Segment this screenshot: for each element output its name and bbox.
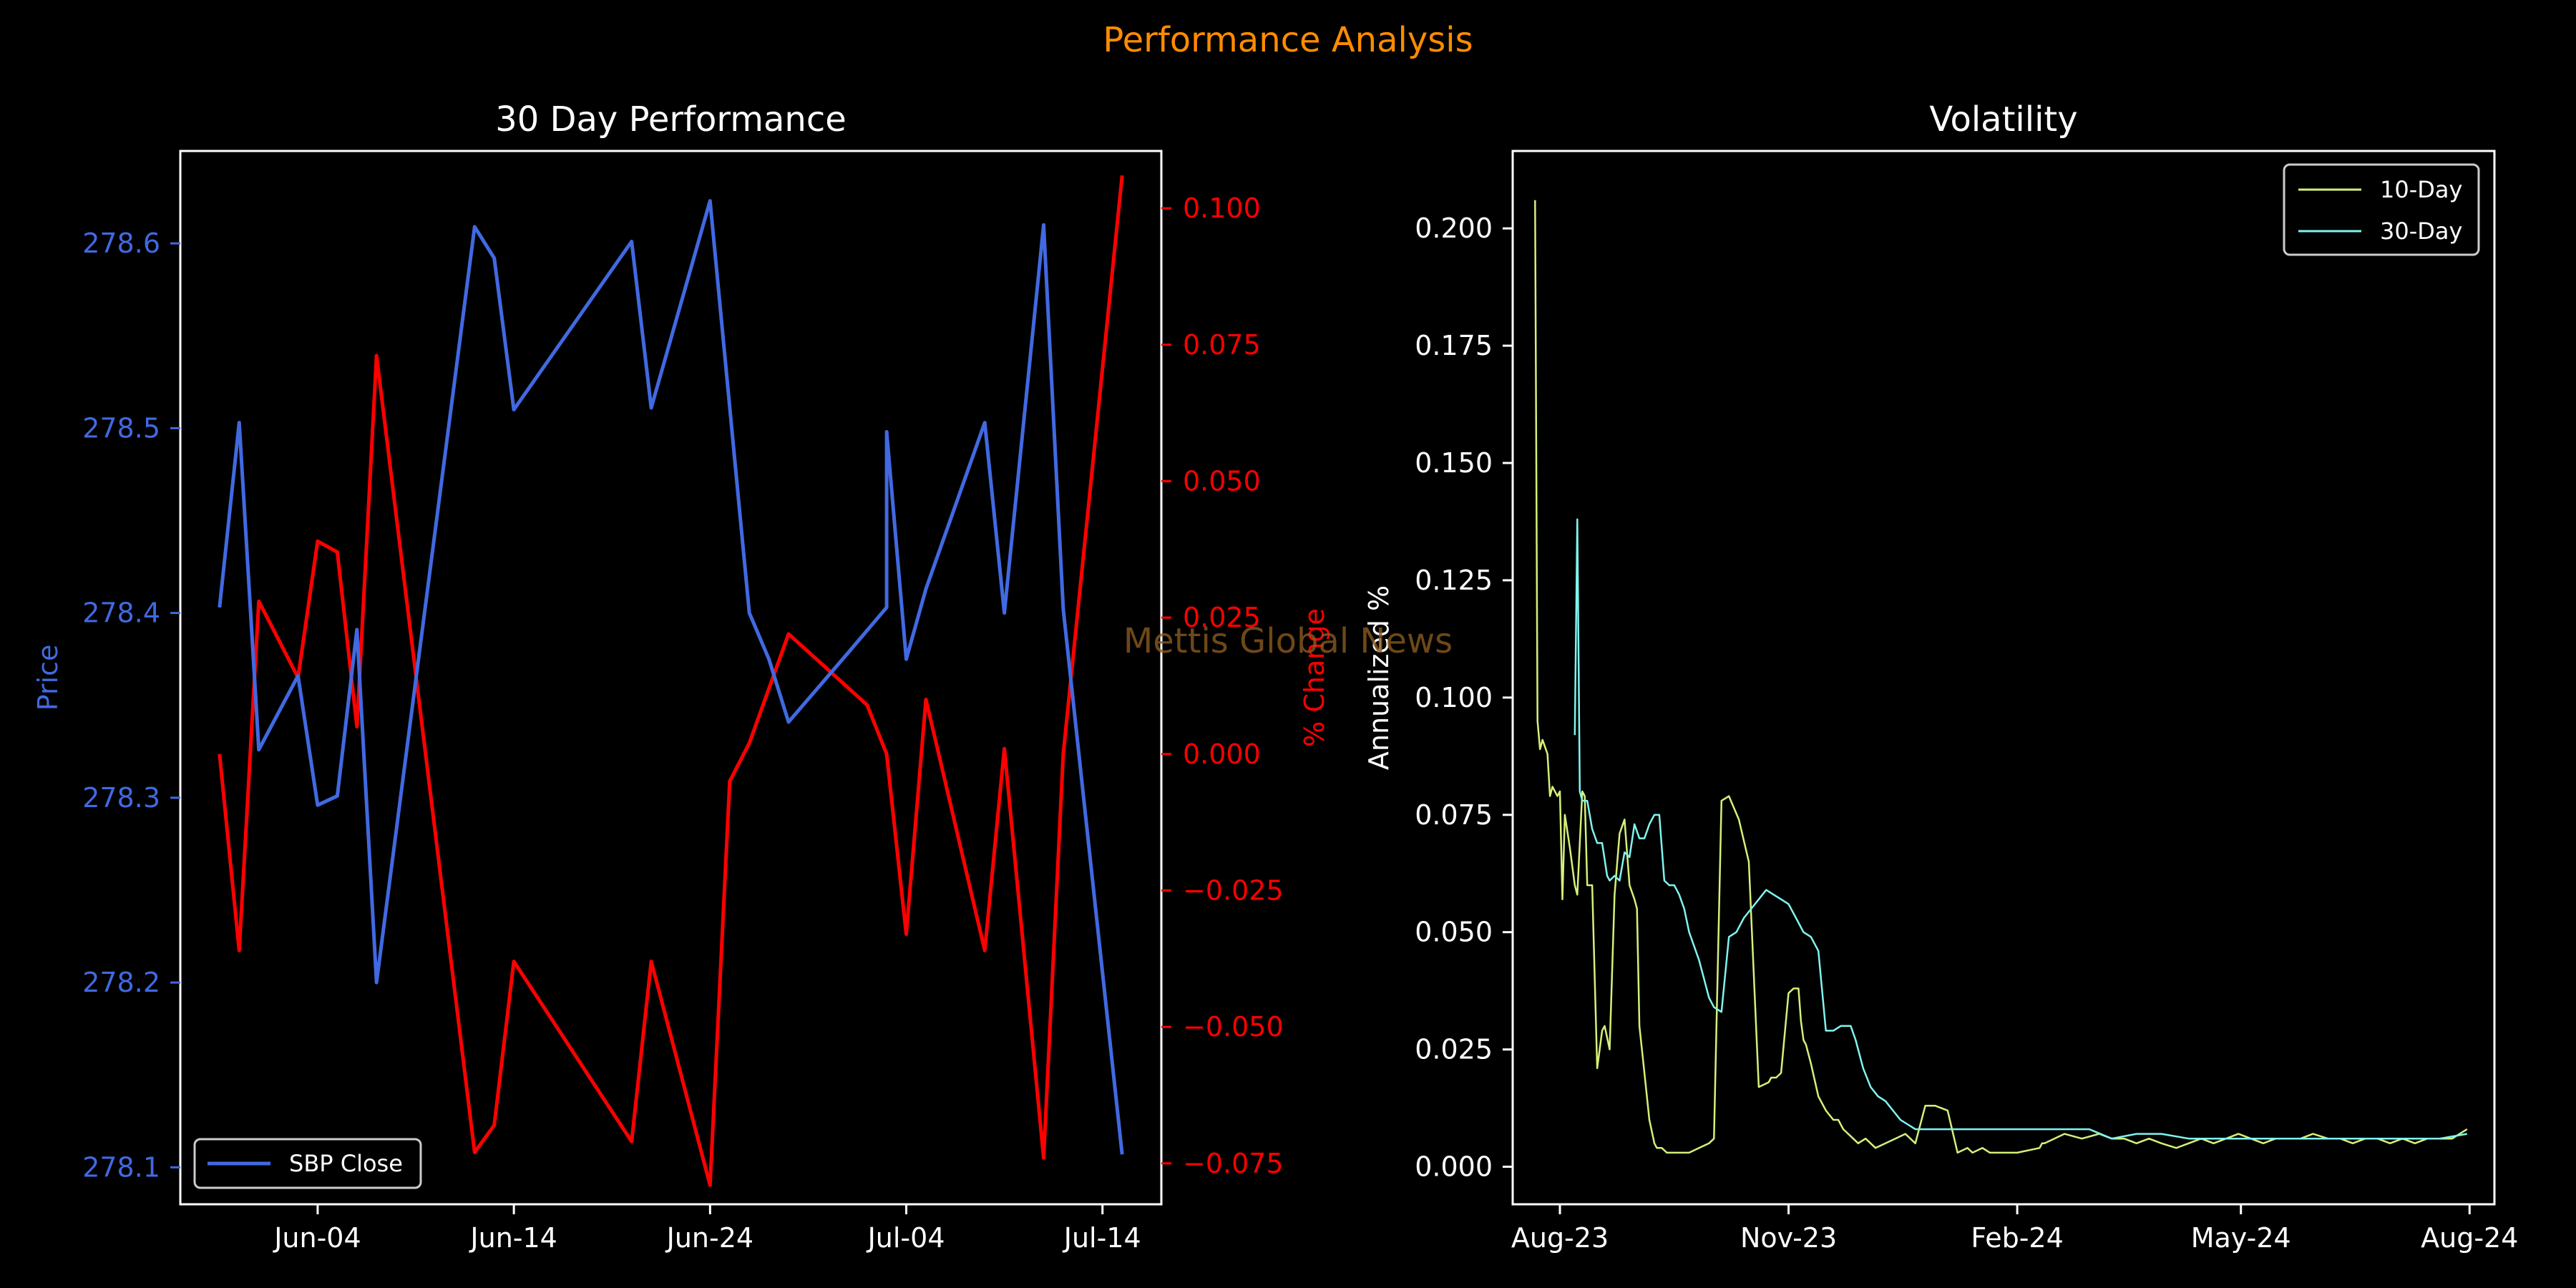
pct-change-line [218,175,1124,1187]
volatility-line-30-day [1574,518,2468,1140]
vol-y-axis-label: Annualized % [1363,585,1395,770]
pct-tick-label: −0.050 [1183,1011,1284,1043]
vol-y-tick-label: 0.175 [1415,330,1493,361]
left-x-tick-label: Jun-04 [273,1222,361,1254]
price-tick-label: 278.3 [82,782,160,814]
pct-tick-label: −0.075 [1183,1148,1284,1179]
left-legend-box [193,1138,422,1189]
vol-x-tick-label: Feb-24 [1971,1222,2063,1254]
vol-y-tick-label: 0.000 [1415,1151,1493,1183]
vol-y-tick-label: 0.025 [1415,1034,1493,1065]
vol-y-tick-label: 0.125 [1415,565,1493,596]
vol-y-tick-label: 0.050 [1415,917,1493,948]
vol-x-tick-label: May-24 [2191,1222,2291,1254]
left-chart-title: 30 Day Performance [495,99,847,140]
price-tick-label: 278.6 [82,228,160,259]
legend-label-sbp-close: SBP Close [289,1150,403,1177]
right-plot-area [1511,150,2496,1206]
price-tick-label: 278.2 [82,967,160,998]
price-tick-label: 278.1 [82,1151,160,1183]
pct-tick-label: 0.025 [1183,602,1261,633]
vol-y-tick-label: 0.200 [1415,213,1493,244]
vol-x-tick-label: Nov-23 [1740,1222,1837,1254]
volatility-line-10-day [1534,200,2468,1154]
figure-title: Performance Analysis [1103,20,1473,60]
price-axis-label: Price [32,645,64,711]
pct-axis-label: % Change [1299,608,1330,747]
sbp-close-line [218,199,1124,1155]
left-plot-area [179,150,1163,1206]
price-tick-label: 278.5 [82,412,160,444]
watermark-text: Mettis Global News [1123,621,1453,661]
vol-x-tick-label: Aug-23 [1511,1222,1609,1254]
left-x-tick-label: Jun-24 [665,1222,753,1254]
left-x-tick-label: Jun-14 [469,1222,557,1254]
left-x-tick-label: Jul-14 [1063,1222,1141,1254]
vol-y-tick-label: 0.075 [1415,799,1493,831]
left-x-tick-label: Jul-04 [867,1222,945,1254]
legend-label-10-day: 10-Day [2380,176,2462,203]
pct-tick-label: 0.075 [1183,329,1261,361]
vol-x-tick-label: Aug-24 [2421,1222,2518,1254]
vol-y-tick-label: 0.100 [1415,682,1493,713]
vol-y-tick-label: 0.150 [1415,447,1493,479]
pct-tick-label: 0.100 [1183,192,1261,224]
pct-tick-label: −0.025 [1183,874,1284,906]
price-tick-label: 278.4 [82,597,160,629]
pct-tick-label: 0.000 [1183,738,1261,770]
legend-label-30-day: 30-Day [2380,218,2462,245]
pct-tick-label: 0.050 [1183,465,1261,497]
right-chart-title: Volatility [1929,99,2077,140]
